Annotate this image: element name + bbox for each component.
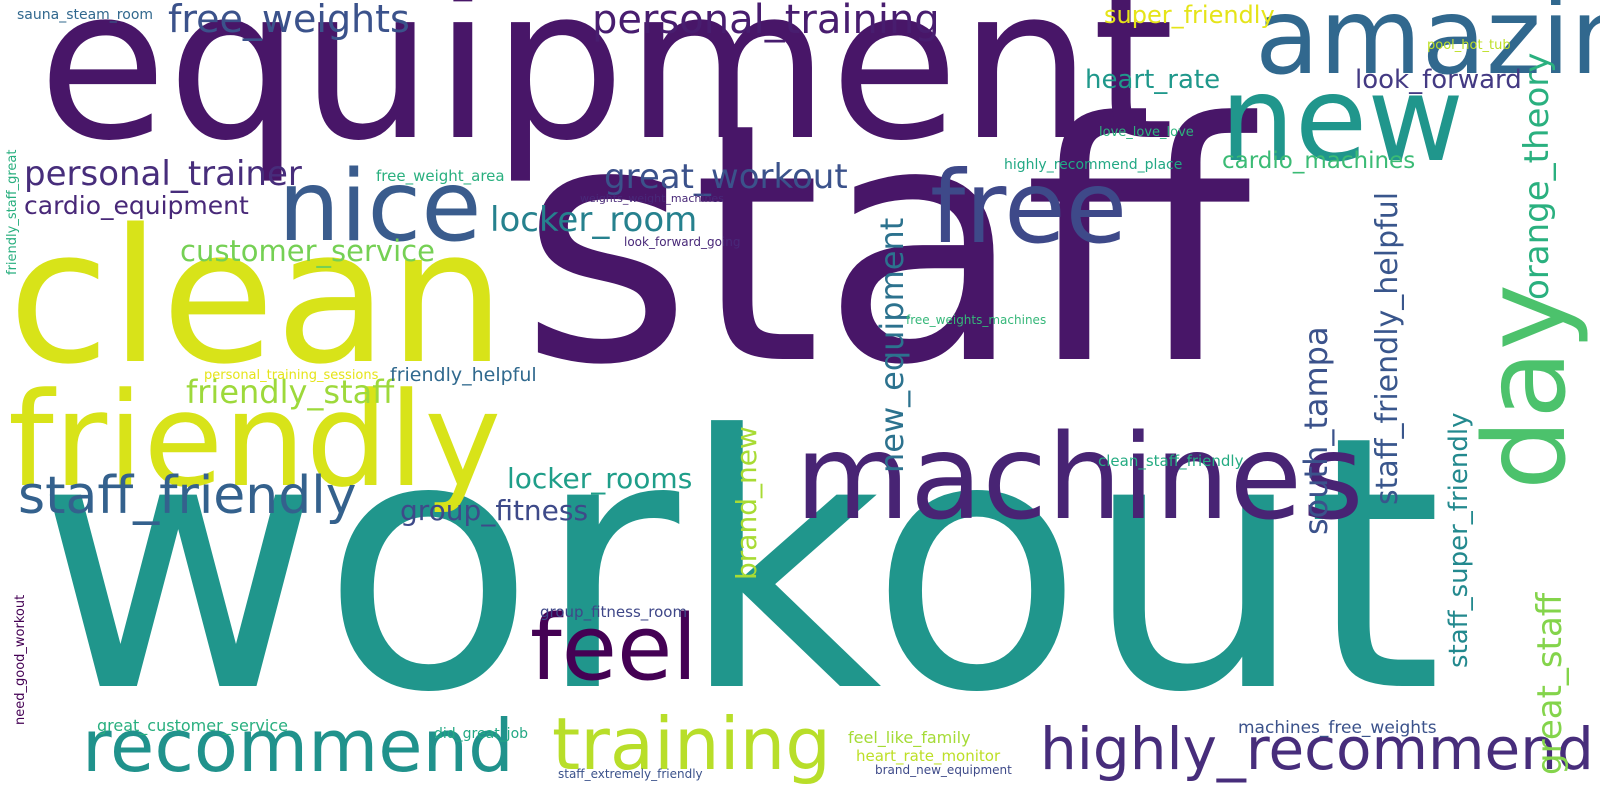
word-heart_rate: friendly_staff xyxy=(186,373,395,411)
word-clean: clean xyxy=(8,189,506,405)
word-new: amazing xyxy=(1255,0,1600,98)
word-free_weights: free_weights xyxy=(168,0,410,41)
word-equipment: equipment xyxy=(38,0,1175,187)
word-locker_rooms: new_equipment xyxy=(873,217,911,473)
word-personal_training: personal_training xyxy=(592,0,940,43)
word-brand_new: super_friendly xyxy=(1104,1,1275,29)
word-machines: machines xyxy=(795,408,1364,546)
word-pool_hot_tub: pool_hot_tub xyxy=(1427,38,1511,53)
word-amazing: day xyxy=(1461,283,1591,490)
word-locker_room: personal_trainer xyxy=(24,154,302,194)
word-cardio_machines: customer_service xyxy=(180,234,435,268)
word-clean_staff_friendly: clean_staff_friendly xyxy=(1098,452,1244,470)
word-south_tampa: look_forward xyxy=(1355,65,1522,95)
word-heart_rate_monitor: heart_rate_monitor xyxy=(856,747,1001,765)
word-workout: workout xyxy=(35,361,1443,769)
word-highly_recommend_place: highly_recommend_place xyxy=(1004,157,1183,173)
word-day: feel xyxy=(530,596,698,701)
word-great_workout: orange_theory xyxy=(1517,52,1557,300)
word-brand_new_equipment: free_weights_machines xyxy=(906,313,1047,327)
word-training: training xyxy=(552,702,831,786)
word-friendly_staff: great_workout xyxy=(604,157,848,197)
word-free: nice xyxy=(278,150,482,264)
word-weights_weight_machines: brand_new_equipment xyxy=(875,763,1012,777)
word-recommend: recommend xyxy=(82,704,514,788)
word-staff_extremely_friendly: personal_training_sessions xyxy=(204,368,379,383)
word-customer_service: south_tampa xyxy=(1297,326,1335,535)
word-need_good_workout: weights_weight_machines xyxy=(580,192,724,205)
word-did_great_job: did_great_job xyxy=(434,726,529,742)
word-feel_like_family: feel_like_family xyxy=(848,728,971,747)
word-group_fitness: locker_room xyxy=(490,200,698,240)
word-look_forward_going: staff_extremely_friendly xyxy=(558,767,703,781)
word-cardio_equipment: brand_new xyxy=(730,426,763,580)
word-friendly_helpful: group_fitness xyxy=(400,494,589,527)
word-new_equipment: cardio_equipment xyxy=(24,191,249,220)
word-group_fitness_room: group_fitness_room xyxy=(540,603,688,621)
word-personal_trainer: great_staff xyxy=(1530,592,1570,775)
word-love_love_love: love_love_love xyxy=(1099,125,1194,140)
word-staff_friendly: staff_friendly xyxy=(18,466,357,526)
word-super_friendly: staff_super_friendly xyxy=(1444,412,1474,668)
word-machines_free_weights: machines_free_weights xyxy=(1238,718,1437,738)
word-orange_theory: heart_rate xyxy=(1085,65,1221,95)
word-free_weight_area: free_weight_area xyxy=(376,167,505,185)
word-nice: new xyxy=(1220,50,1464,188)
word-staff_friendly_helpful: cardio_machines xyxy=(1222,148,1416,174)
word-friendly_staff_great: look_forward_going xyxy=(624,235,741,249)
word-highly_recommend: highly_recommend xyxy=(1040,715,1594,783)
word-staff_super_friendly: friendly_helpful xyxy=(390,364,537,386)
word-personal_training_sessions: friendly_staff_great xyxy=(5,149,20,276)
word-great_staff: locker_rooms xyxy=(507,462,693,495)
word-free_weights_machines: need_good_workout xyxy=(13,594,28,725)
word-great_customer_service: great_customer_service xyxy=(97,716,288,735)
word-sauna_steam_room: sauna_steam_room xyxy=(17,7,154,23)
word-staff: staff xyxy=(520,53,1251,437)
word-look_forward: staff_friendly_helpful xyxy=(1370,191,1405,505)
word-friendly: friendly xyxy=(8,364,502,516)
word-feel: free xyxy=(930,149,1128,266)
